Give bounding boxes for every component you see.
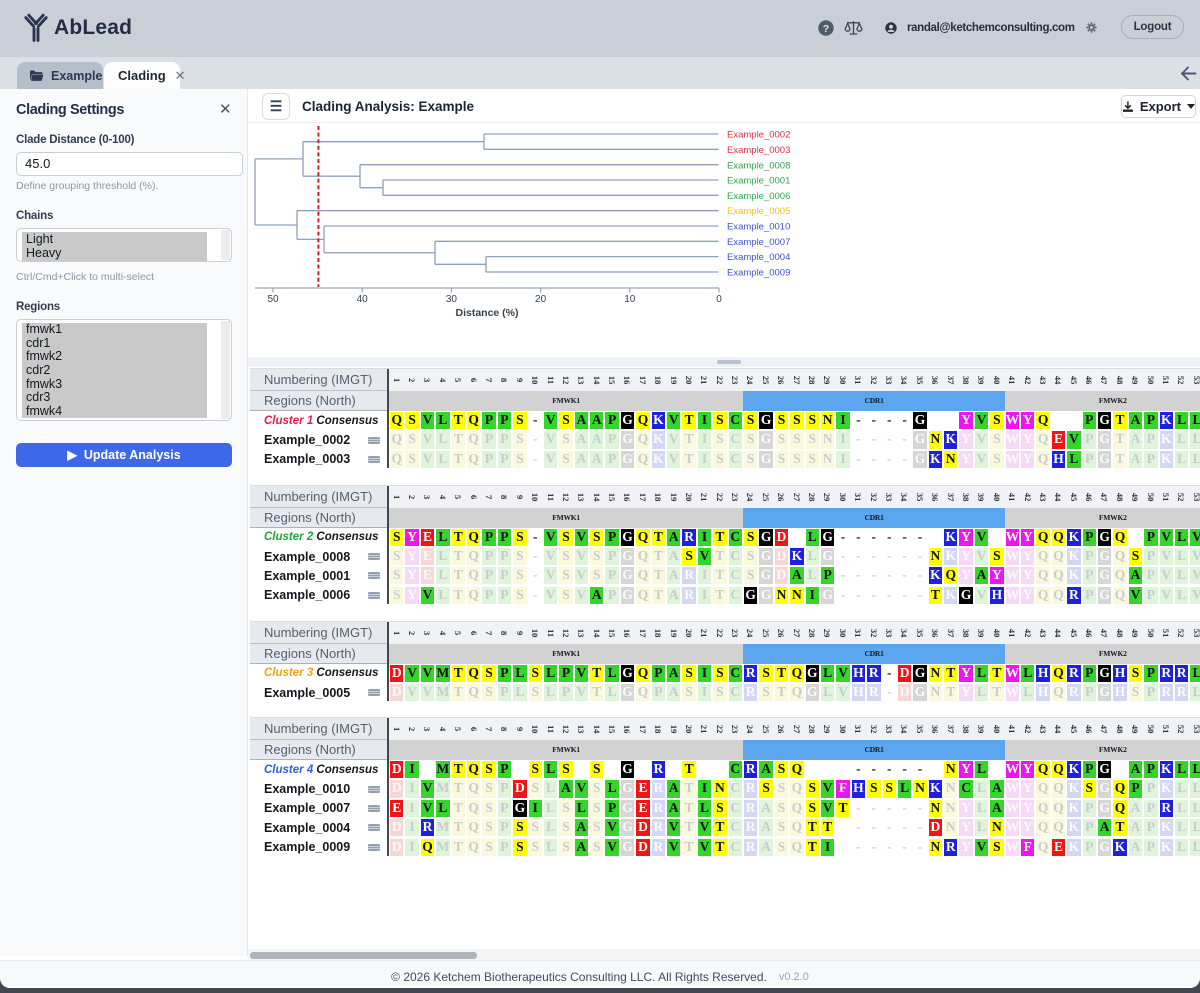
svg-text:20: 20 (535, 294, 547, 305)
svg-text:Example_0005: Example_0005 (727, 206, 790, 217)
svg-text:Example_0007: Example_0007 (727, 237, 790, 248)
svg-text:Example_0004: Example_0004 (727, 252, 790, 263)
svg-text:10: 10 (624, 294, 636, 305)
svg-text:Example_0003: Example_0003 (727, 145, 790, 156)
svg-text:30: 30 (446, 294, 458, 305)
svg-text:Example_0009: Example_0009 (727, 268, 790, 279)
svg-text:0: 0 (716, 294, 722, 305)
svg-text:Example_0002: Example_0002 (727, 130, 790, 141)
svg-text:Example_0010: Example_0010 (727, 222, 790, 233)
svg-text:Example_0001: Example_0001 (727, 176, 790, 187)
svg-text:Distance (%): Distance (%) (455, 307, 518, 319)
svg-text:Example_0006: Example_0006 (727, 191, 790, 202)
svg-text:50: 50 (267, 294, 279, 305)
svg-text:Example_0008: Example_0008 (727, 160, 790, 171)
svg-text:40: 40 (357, 294, 369, 305)
svg-text:?: ? (823, 23, 829, 35)
